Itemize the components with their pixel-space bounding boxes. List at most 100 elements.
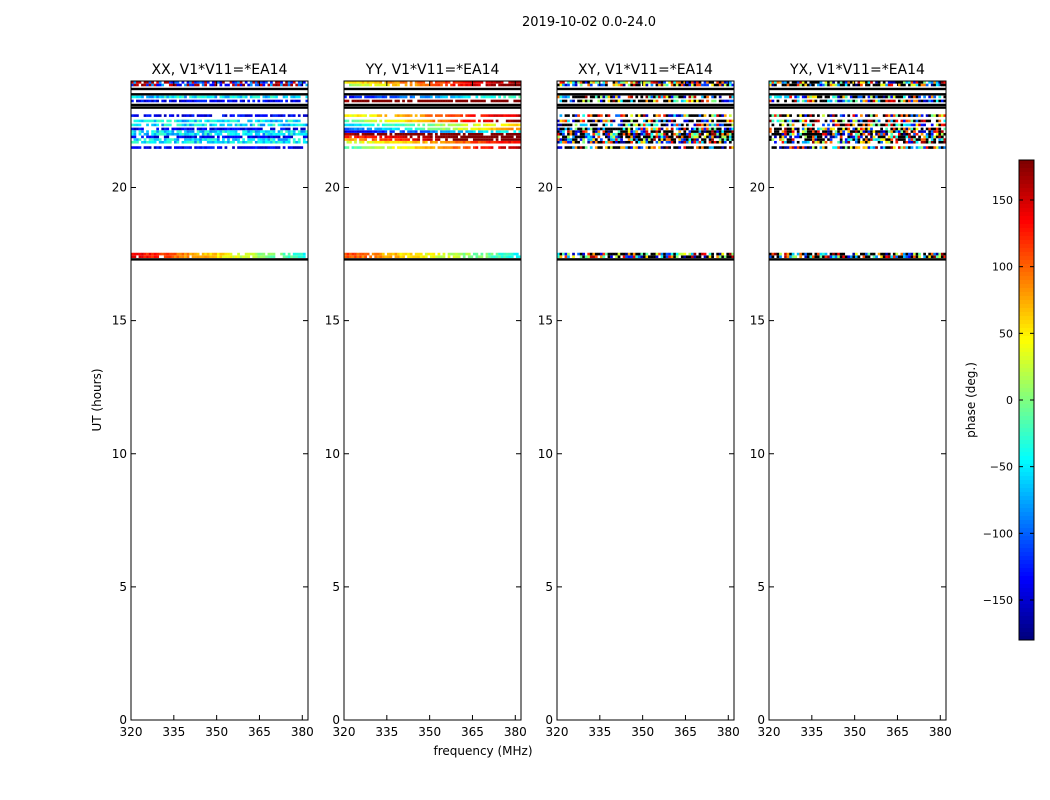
heatmap-cell: [796, 83, 800, 87]
heatmap-cell: [885, 95, 889, 99]
heatmap-cell: [908, 138, 911, 141]
heatmap-cell: [359, 138, 362, 141]
heatmap-cell: [789, 135, 792, 139]
heatmap-cell: [447, 114, 451, 117]
heatmap-cell: [275, 114, 278, 117]
heatmap-cell: [895, 135, 899, 139]
heatmap-cell: [599, 140, 603, 144]
heatmap-cell: [930, 114, 934, 117]
heatmap-cell: [688, 138, 692, 141]
y-tick-label: 10: [538, 447, 553, 461]
heatmap-cell: [599, 138, 603, 141]
heatmap-cell: [819, 140, 823, 144]
heatmap-cell: [567, 81, 570, 84]
heatmap-cell: [465, 123, 469, 127]
heatmap-cell: [427, 114, 431, 117]
heatmap-cell: [698, 130, 702, 133]
heatmap-cell: [801, 252, 805, 256]
heatmap-cell: [384, 119, 388, 123]
heatmap-cell: [711, 81, 714, 84]
colorbar-segment: [1019, 620, 1034, 625]
heatmap-cell: [769, 95, 772, 99]
heatmap-cell: [696, 138, 699, 141]
x-tick-label: 350: [843, 725, 866, 739]
heatmap-cell: [885, 138, 889, 141]
heatmap-cell: [908, 81, 911, 84]
heatmap-cell: [181, 119, 185, 123]
heatmap-cell: [612, 119, 616, 123]
heatmap-cell: [918, 119, 921, 123]
heatmap-cell: [292, 140, 296, 144]
heatmap-cell: [842, 252, 846, 256]
heatmap-cell: [513, 99, 517, 103]
heatmap-cell: [136, 95, 139, 99]
heatmap-cell: [148, 135, 152, 139]
x-tick-label: 350: [631, 725, 654, 739]
heatmap-cell: [875, 132, 878, 136]
heatmap-cell: [703, 127, 707, 131]
heatmap-cell: [728, 99, 732, 103]
heatmap-cell: [209, 95, 213, 99]
heatmap-cell: [379, 140, 383, 144]
heatmap-cell: [579, 83, 583, 87]
heatmap-cell: [895, 138, 899, 141]
colorbar-segment: [1019, 596, 1034, 601]
heatmap-cell: [698, 135, 702, 139]
colorbar-segment: [1019, 432, 1034, 437]
heatmap-cell: [224, 130, 228, 133]
heatmap-cell: [252, 99, 256, 103]
heatmap-cell: [632, 255, 636, 259]
heatmap-cell: [354, 146, 357, 149]
heatmap-cell: [191, 81, 195, 84]
heatmap-cell: [597, 135, 601, 139]
heatmap-cell: [711, 132, 714, 136]
heatmap-cell: [176, 123, 180, 127]
heatmap-cell: [801, 114, 805, 117]
heatmap-cell: [804, 83, 808, 87]
heatmap-cell: [384, 255, 388, 259]
heatmap-cell: [417, 81, 421, 84]
heatmap-cell: [381, 123, 385, 127]
heatmap-cell: [422, 135, 426, 139]
heatmap-cell: [397, 81, 400, 84]
heatmap-cell: [136, 99, 139, 103]
heatmap-cell: [771, 138, 775, 141]
heatmap-cell: [708, 114, 712, 117]
heatmap-cell: [359, 255, 362, 259]
heatmap-cell: [849, 95, 853, 99]
heatmap-cell: [262, 114, 266, 117]
heatmap-cell: [455, 146, 458, 149]
heatmap-cell: [882, 255, 886, 259]
heatmap-cell: [796, 146, 800, 149]
heatmap-cell: [404, 81, 408, 84]
heatmap-cell: [718, 140, 722, 144]
heatmap-cell: [923, 140, 926, 144]
heatmap-cell: [648, 140, 651, 144]
heatmap-cell: [257, 252, 261, 256]
heatmap-cell: [903, 99, 906, 103]
heatmap-cell: [275, 99, 278, 103]
colorbar-tick-label: −150: [983, 594, 1013, 607]
heatmap-cell: [685, 83, 689, 87]
heatmap-cell: [925, 255, 929, 259]
heatmap-cell: [374, 138, 378, 141]
heatmap-cell: [292, 146, 296, 149]
heatmap-cell: [371, 123, 375, 127]
y-tick-label: 20: [750, 181, 765, 195]
heatmap-cell: [131, 99, 134, 103]
heatmap-cell: [354, 123, 357, 127]
heatmap-cell: [935, 132, 939, 136]
heatmap-cell: [191, 119, 195, 123]
heatmap-cell: [610, 255, 613, 259]
heatmap-cell: [156, 119, 160, 123]
heatmap-cell: [409, 140, 413, 144]
heatmap-cell: [204, 95, 208, 99]
heatmap-cell: [665, 95, 669, 99]
flagged-row: [131, 93, 308, 96]
heatmap-cell: [769, 252, 772, 256]
heatmap-cell: [839, 140, 843, 144]
heatmap-cell: [460, 123, 464, 127]
heatmap-cell: [435, 95, 438, 99]
heatmap-cell: [721, 138, 725, 141]
heatmap-cell: [262, 99, 266, 103]
